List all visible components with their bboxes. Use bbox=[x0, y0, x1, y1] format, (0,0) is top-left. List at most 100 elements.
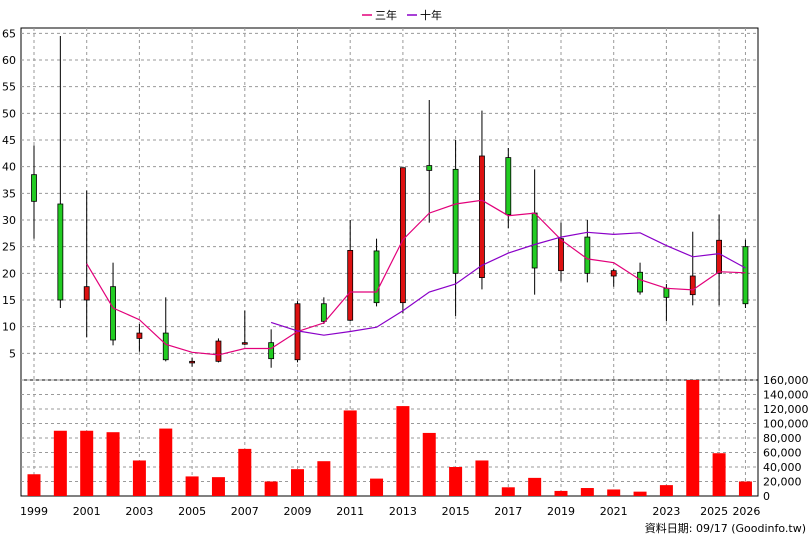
volume-bar bbox=[528, 477, 542, 496]
x-tick-label: 2007 bbox=[231, 505, 259, 518]
price-tick-label: 5 bbox=[9, 347, 16, 360]
candle-body bbox=[57, 203, 64, 301]
volume-bar bbox=[106, 432, 120, 496]
volume-bar bbox=[475, 460, 489, 496]
volume-tick-label: 0 bbox=[763, 490, 770, 503]
volume-bar bbox=[738, 481, 752, 496]
x-tick-label: 2017 bbox=[494, 505, 522, 518]
x-tick-label: 2025 bbox=[700, 505, 728, 518]
price-tick-label: 60 bbox=[2, 54, 16, 67]
candle-body bbox=[320, 303, 327, 322]
x-tick-label: 2005 bbox=[178, 505, 206, 518]
volume-tick-label: 160,000 bbox=[763, 374, 808, 387]
volume-bar bbox=[27, 474, 41, 496]
candle-body bbox=[558, 238, 564, 272]
volume-bar bbox=[686, 380, 700, 496]
candle-body bbox=[189, 360, 196, 364]
x-tick-label: 2011 bbox=[336, 505, 364, 518]
candle-body bbox=[399, 167, 406, 304]
volume-bars bbox=[27, 380, 752, 496]
price-tick-label: 35 bbox=[2, 187, 16, 200]
volume-bar bbox=[712, 453, 726, 496]
volume-bar bbox=[80, 430, 94, 496]
candle-body bbox=[426, 165, 433, 171]
volume-bar bbox=[633, 491, 647, 496]
candle-body bbox=[716, 239, 722, 274]
price-axis: 5 10 15 20 25 30 35 40 45 50 55 60 65 bbox=[2, 27, 16, 360]
candle-body bbox=[373, 250, 380, 304]
candle-body bbox=[742, 246, 749, 305]
source-note: 資料日期: 09/17 (Goodinfo.tw) bbox=[645, 521, 806, 535]
price-tick-label: 10 bbox=[2, 321, 16, 334]
legend: 三年 十年 bbox=[362, 8, 442, 22]
volume-tick-label: 40,000 bbox=[763, 461, 802, 474]
candle-body bbox=[505, 157, 512, 216]
volume-bar bbox=[370, 478, 384, 496]
volume-bar bbox=[422, 432, 436, 496]
x-tick-label: 2009 bbox=[284, 505, 312, 518]
price-tick-label: 50 bbox=[2, 107, 16, 120]
x-tick-label: 2023 bbox=[652, 505, 680, 518]
price-tick-label: 55 bbox=[2, 81, 16, 94]
x-tick-label: 2015 bbox=[442, 505, 470, 518]
candle-body bbox=[31, 174, 37, 202]
volume-bar bbox=[607, 489, 621, 496]
volume-tick-label: 100,000 bbox=[763, 418, 808, 431]
volume-bar bbox=[659, 485, 673, 496]
moving-average-lines bbox=[86, 199, 746, 356]
candle-body bbox=[637, 271, 643, 293]
volume-axis: 020,00040,00060,00080,000100,000120,0001… bbox=[763, 374, 808, 503]
candle-body bbox=[268, 342, 275, 360]
ma-10yr-line bbox=[270, 231, 746, 336]
price-tick-label: 25 bbox=[2, 241, 16, 254]
volume-bar bbox=[238, 448, 252, 496]
volume-tick-label: 20,000 bbox=[763, 476, 802, 489]
x-tick-label: 2019 bbox=[547, 505, 575, 518]
volume-bar bbox=[449, 467, 463, 496]
x-tick-label: 2001 bbox=[73, 505, 101, 518]
candle-body bbox=[610, 270, 617, 277]
legend-label-10yr: 十年 bbox=[420, 8, 442, 22]
price-tick-label: 65 bbox=[2, 27, 16, 40]
price-tick-label: 20 bbox=[2, 267, 16, 280]
price-tick-label: 45 bbox=[2, 134, 16, 147]
volume-bar bbox=[291, 469, 304, 496]
volume-bar bbox=[554, 490, 568, 496]
legend-label-3yr: 三年 bbox=[375, 8, 397, 22]
x-tick-label: 1999 bbox=[20, 505, 48, 518]
x-axis: 1999 2001 2003 2005 2007 2009 2011 2013 2015 2017… bbox=[20, 505, 760, 518]
volume-bar bbox=[53, 430, 67, 496]
candle-body bbox=[452, 168, 459, 274]
volume-bar bbox=[317, 461, 331, 496]
candle-body bbox=[162, 332, 169, 361]
price-tick-label: 15 bbox=[2, 294, 16, 307]
ma-3yr-line bbox=[86, 199, 746, 356]
x-tick-label: 2021 bbox=[600, 505, 628, 518]
volume-bar bbox=[396, 406, 410, 496]
volume-tick-label: 140,000 bbox=[763, 389, 808, 402]
candle-body bbox=[689, 275, 696, 296]
volume-tick-label: 120,000 bbox=[763, 403, 808, 416]
candle-body bbox=[663, 287, 670, 298]
candle-body bbox=[215, 340, 222, 362]
volume-bar bbox=[264, 481, 278, 496]
price-tick-label: 30 bbox=[2, 214, 16, 227]
candle-body bbox=[479, 155, 485, 278]
x-tick-label: 2003 bbox=[125, 505, 153, 518]
volume-bar bbox=[580, 488, 594, 496]
volume-bar bbox=[501, 487, 515, 496]
volume-tick-label: 80,000 bbox=[763, 432, 802, 445]
volume-bar bbox=[159, 428, 173, 496]
candle-body bbox=[241, 342, 248, 345]
price-panel bbox=[20, 27, 759, 381]
candle-body bbox=[83, 286, 90, 301]
x-tick-label: 2013 bbox=[389, 505, 417, 518]
volume-tick-label: 60,000 bbox=[763, 447, 802, 460]
price-tick-label: 40 bbox=[2, 161, 16, 174]
volume-bar bbox=[211, 477, 225, 496]
volume-bar bbox=[343, 410, 357, 496]
x-tick-label: 2026 bbox=[732, 505, 760, 518]
candle-body bbox=[531, 212, 538, 269]
candle-body bbox=[584, 236, 591, 274]
